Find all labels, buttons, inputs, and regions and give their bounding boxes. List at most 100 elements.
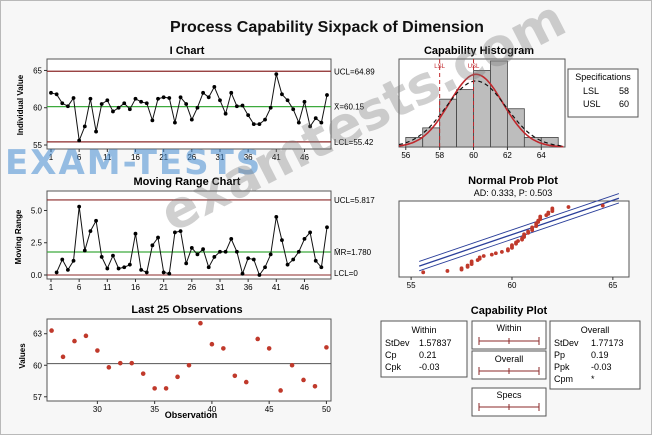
ichart-data-point: [319, 120, 324, 125]
ichart-data-point: [65, 104, 70, 109]
i-chart-title: I Chart: [170, 45, 205, 57]
mr-y-tick-label: 2.5: [31, 239, 43, 248]
last25-data-point: [266, 346, 272, 351]
ichart-data-point: [161, 95, 166, 100]
specifications-box: Specifications LSL 58 USL 60: [567, 68, 639, 118]
ichart-data-point: [201, 90, 205, 95]
last25-data-point: [301, 377, 306, 383]
ichart-data-point: [184, 102, 189, 106]
prob-data-point: [522, 232, 526, 237]
histogram-bar: [540, 137, 559, 148]
prob-data-point: [465, 263, 470, 268]
overall-row-label: Ppk: [554, 362, 570, 372]
ichart-data-point: [212, 84, 217, 89]
ichart-data-point: [54, 92, 59, 97]
last25-x-tick-label: 35: [150, 405, 159, 414]
mr-data-point: [285, 262, 290, 267]
within-row-label: Cpk: [385, 362, 402, 372]
ichart-y-tick-label: 65: [33, 66, 42, 75]
ichart-data-point: [122, 101, 127, 106]
prob-data-point: [510, 243, 514, 248]
ichart-data-point: [291, 107, 296, 112]
prob-data-point: [526, 229, 531, 234]
mr-x-tick-label: 11: [103, 283, 112, 292]
mr-data-point: [212, 255, 217, 259]
mr-data-point: [111, 253, 115, 258]
ichart-data-point: [240, 103, 245, 108]
spec-lsl-label: LSL: [583, 86, 599, 96]
prob-plot-title: Normal Prob Plot: [468, 175, 558, 187]
mr-data-point: [302, 236, 307, 241]
last25-ylabel: Values: [18, 343, 27, 369]
last25-x-tick-label: 50: [322, 405, 331, 414]
histogram-x-tick-label: 62: [503, 151, 512, 160]
mr-center-label: M̄R=1.780: [334, 248, 372, 257]
last25-data-point: [289, 362, 295, 368]
ichart-data-point: [173, 120, 177, 125]
mr-chart-plot-area: [46, 190, 332, 280]
mr-data-point: [296, 249, 301, 254]
mr-x-tick-label: 46: [300, 283, 309, 292]
prob-data-point: [469, 259, 474, 264]
last25-data-point: [312, 383, 318, 389]
ichart-data-point: [60, 101, 65, 106]
prob-data-point: [530, 225, 535, 230]
spec-usl-value: 60: [619, 99, 629, 109]
prob-data-point: [489, 252, 494, 257]
mr-data-point: [127, 262, 132, 267]
ichart-data-point: [88, 96, 93, 101]
last25-y-tick-label: 57: [33, 393, 42, 402]
prob-data-point: [421, 270, 426, 275]
histogram-x-tick-label: 64: [537, 151, 546, 160]
mr-x-tick-label: 26: [187, 283, 196, 292]
ichart-x-tick-label: 36: [244, 153, 253, 162]
overall-row-value: *: [591, 374, 595, 384]
ichart-data-point: [229, 90, 234, 95]
last25-data-point: [140, 371, 146, 376]
prob-data-point: [600, 203, 605, 208]
prob-data-point: [506, 247, 510, 252]
specs-bar-label: Specs: [496, 390, 522, 400]
ichart-lcl-label: LCL=55.42: [334, 138, 374, 147]
mr-data-point: [325, 225, 329, 230]
ichart-data-point: [274, 72, 279, 77]
ichart-data-point: [313, 116, 318, 121]
ichart-data-point: [257, 122, 262, 127]
ichart-data-point: [178, 95, 183, 100]
mr-data-point: [240, 271, 245, 276]
last25-data-point: [324, 345, 329, 350]
ichart-data-point: [116, 105, 121, 110]
specifications-title: Specifications: [575, 72, 631, 82]
mr-data-point: [173, 230, 177, 235]
ichart-data-point: [325, 93, 329, 97]
mr-data-point: [201, 247, 205, 252]
histogram-x-tick-label: 56: [401, 151, 410, 160]
ichart-data-point: [99, 102, 104, 106]
last25-data-point: [129, 360, 135, 366]
ichart-data-point: [296, 120, 301, 125]
last25-xlabel: Observation: [165, 410, 218, 420]
last25-data-point: [83, 333, 89, 339]
within-title: Within: [411, 325, 436, 335]
mr-data-point: [263, 265, 267, 270]
last25-data-point: [117, 360, 123, 366]
mr-data-point: [116, 266, 121, 271]
page-title: Process Capability Sixpack of Dimension: [170, 19, 484, 36]
ichart-ucl-label: UCL=64.89: [334, 67, 375, 76]
mr-data-point: [206, 265, 211, 270]
ichart-data-point: [218, 98, 222, 103]
prob-data-point: [566, 205, 571, 209]
ichart-data-point: [189, 117, 194, 122]
mr-chart-ylabel: Moving Range: [14, 209, 23, 264]
mr-data-point: [234, 249, 239, 254]
within-row-label: Cp: [385, 350, 397, 360]
ichart-data-point: [251, 122, 256, 127]
mr-data-point: [223, 249, 228, 254]
ichart-data-point: [302, 99, 307, 104]
ichart-data-point: [234, 104, 239, 109]
last25-data-point: [95, 348, 100, 353]
overall-stats-box: [549, 320, 641, 390]
histogram-bar: [456, 89, 474, 148]
mr-data-point: [77, 204, 82, 209]
